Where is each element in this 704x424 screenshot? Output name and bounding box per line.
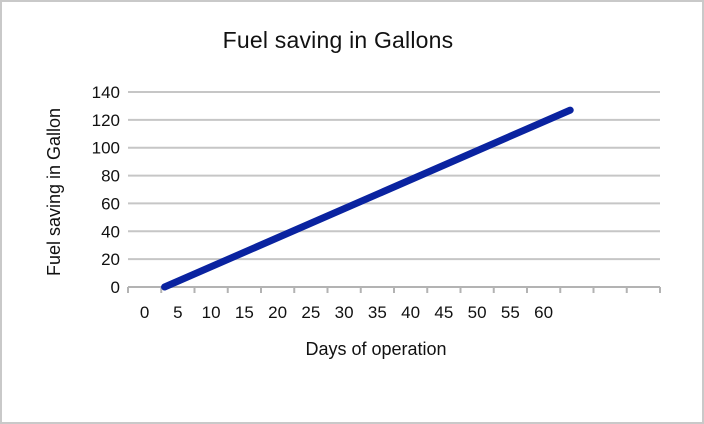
chart-title: Fuel saving in Gallons [222,27,454,53]
data-series-line [161,106,574,291]
y-tick-label: 60 [101,194,120,213]
x-tick-label: 20 [268,303,287,322]
y-tick-label: 20 [101,250,120,269]
y-tick-label: 100 [92,139,120,158]
y-tick-label: 80 [101,167,120,186]
y-tick-label: 0 [111,278,120,297]
x-tick-label: 30 [335,303,354,322]
y-tick-label: 120 [92,111,120,130]
x-tick-label: 50 [468,303,487,322]
x-tick-label: 10 [202,303,221,322]
x-tick-label: 55 [501,303,520,322]
x-tick-label: 5 [173,303,182,322]
x-tick-label: 25 [301,303,320,322]
y-tick-label: 40 [101,222,120,241]
x-tick-label: 15 [235,303,254,322]
y-tick-label: 140 [92,83,120,102]
x-axis-title: Days of operation [305,339,447,359]
x-tick-label: 35 [368,303,387,322]
x-tick-label: 0 [140,303,149,322]
x-tick-label: 45 [434,303,453,322]
x-tick-label: 60 [534,303,553,322]
x-tick-label: 40 [401,303,420,322]
